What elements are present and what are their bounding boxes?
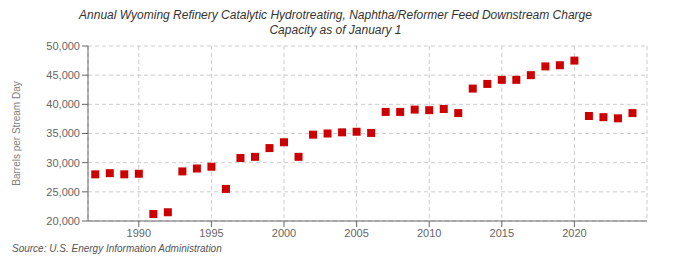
svg-text:45,000: 45,000 <box>46 69 80 81</box>
svg-text:30,000: 30,000 <box>46 157 80 169</box>
svg-text:25,000: 25,000 <box>46 186 80 198</box>
svg-text:20,000: 20,000 <box>46 215 80 227</box>
svg-text:1995: 1995 <box>199 227 223 239</box>
svg-text:Barrels per Stream Day: Barrels per Stream Day <box>11 81 22 185</box>
svg-text:2000: 2000 <box>272 227 296 239</box>
html-text:Source: U.S. Energy Informatio: Source: U.S. Energy Information Administ… <box>12 243 222 254</box>
svg-text:40,000: 40,000 <box>46 98 80 110</box>
svg-text:35,000: 35,000 <box>46 127 80 139</box>
svg-text:1990: 1990 <box>127 227 151 239</box>
svg-text:2020: 2020 <box>562 227 586 239</box>
svg-text:50,000: 50,000 <box>46 40 80 52</box>
svg-text:2015: 2015 <box>490 227 514 239</box>
html-text:Annual Wyoming Refinery Cataly: Annual Wyoming Refinery Catalytic Hydrot… <box>79 8 592 37</box>
svg-text:2010: 2010 <box>417 227 441 239</box>
svg-text:2005: 2005 <box>344 227 368 239</box>
